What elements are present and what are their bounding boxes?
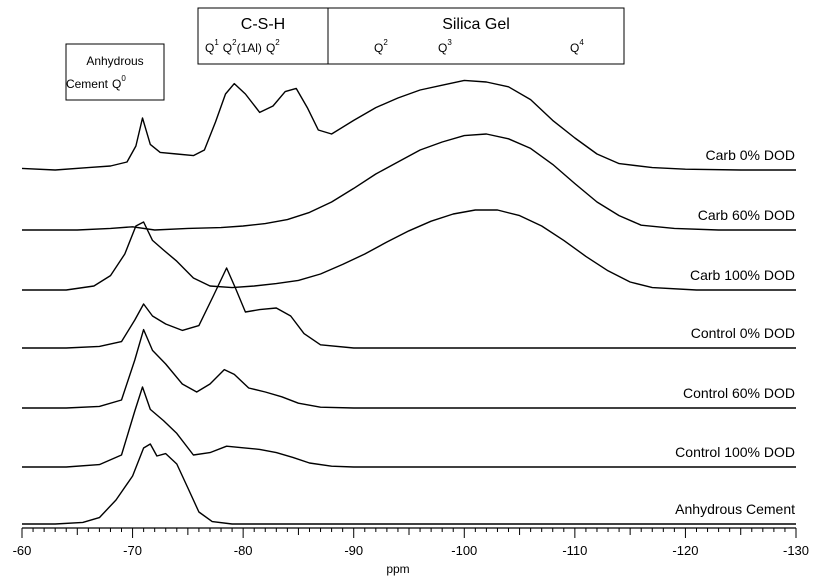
csh-q1-sup: 1: [214, 38, 219, 47]
csh-annotation-box: [197, 7, 329, 65]
x-tick-label: -100: [451, 543, 477, 558]
series-line-1: [21, 79, 796, 171]
anhydrous-annotation: Anhydrous Cement Q0: [65, 43, 165, 101]
silica-q2: Q2: [374, 38, 388, 55]
x-tick-label: -110: [562, 543, 587, 558]
series-label-4: Control 0% DOD: [691, 325, 795, 341]
x-axis: -60 -70 -80 -90 -100 -110 -120 -130: [13, 527, 809, 558]
series-label-2: Carb 60% DOD: [698, 207, 795, 223]
silica-annotation-title: Silica Gel: [442, 16, 510, 33]
series-layer: Carb 0% DOD Carb 60% DOD Carb 100% DOD Cont…: [21, 79, 796, 525]
csh-q2: Q: [266, 41, 275, 55]
csh-q2-sup: 2: [275, 38, 280, 47]
q0-letter: Q: [112, 77, 121, 91]
csh-q2al-suffix: (1Al): [237, 41, 262, 55]
x-tick-label: -130: [783, 543, 809, 558]
x-tick-label: -60: [13, 543, 32, 558]
x-tick-label: -120: [672, 543, 698, 558]
silica-annotation-box: [327, 7, 625, 65]
series-line-7: [22, 443, 796, 525]
csh-q1: Q: [205, 41, 214, 55]
x-tick-label: -70: [123, 543, 142, 558]
series-line-3: [22, 209, 796, 291]
series-line-5: [22, 328, 796, 409]
csh-q2al: Q: [223, 41, 232, 55]
series-label-5: Control 60% DOD: [683, 385, 795, 401]
series-line-2: [22, 133, 796, 231]
series-label-6: Control 100% DOD: [675, 444, 795, 460]
anhydrous-annotation-line1: Anhydrous: [86, 54, 143, 68]
csh-annotation-title: C-S-H: [241, 16, 285, 33]
series-line-4: [22, 267, 796, 349]
series-label-1: Carb 0% DOD: [706, 147, 795, 163]
anhydrous-annotation-q0: Q0: [112, 74, 126, 91]
x-tick-label: -90: [344, 543, 363, 558]
silica-q3: Q3: [438, 38, 452, 55]
x-axis-title: ppm: [386, 562, 409, 576]
csh-annotation: C-S-H Q1 Q2(1Al) Q2: [197, 7, 329, 65]
anhydrous-annotation-line2: Cement: [66, 77, 109, 91]
csh-q2al-sup: 2: [232, 38, 237, 47]
silica-q4: Q4: [570, 38, 584, 55]
q0-sup: 0: [121, 74, 126, 83]
series-label-3: Carb 100% DOD: [690, 267, 795, 283]
series-label-7: Anhydrous Cement: [675, 501, 795, 517]
silica-annotation: Silica Gel Q2 Q3 Q4: [327, 7, 625, 65]
x-tick-label: -80: [234, 543, 253, 558]
anhydrous-annotation-box: [65, 43, 165, 101]
csh-q-labels: Q1 Q2(1Al) Q2: [205, 38, 280, 55]
series-line-6: [22, 386, 796, 468]
